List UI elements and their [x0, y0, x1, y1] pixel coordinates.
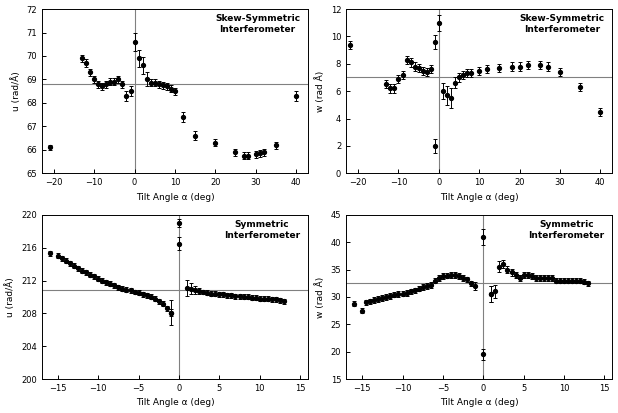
- Y-axis label: w (rad Å): w (rad Å): [315, 71, 325, 112]
- X-axis label: Tilt Angle α (deg): Tilt Angle α (deg): [440, 399, 519, 408]
- Text: Symmetric
Interferometer: Symmetric Interferometer: [224, 220, 300, 240]
- Y-axis label: w (rad Å): w (rad Å): [315, 276, 325, 318]
- X-axis label: Tilt Angle α (deg): Tilt Angle α (deg): [135, 192, 214, 202]
- Text: Skew-Symmetric
Interferometer: Skew-Symmetric Interferometer: [519, 14, 604, 34]
- Y-axis label: u (rad/Å): u (rad/Å): [6, 277, 15, 317]
- Text: Skew-Symmetric
Interferometer: Skew-Symmetric Interferometer: [215, 14, 300, 34]
- X-axis label: Tilt Angle α (deg): Tilt Angle α (deg): [135, 399, 214, 408]
- Text: Symmetric
Interferometer: Symmetric Interferometer: [528, 220, 604, 240]
- X-axis label: Tilt Angle α (deg): Tilt Angle α (deg): [440, 192, 519, 202]
- Y-axis label: u (rad/Å): u (rad/Å): [11, 71, 20, 111]
